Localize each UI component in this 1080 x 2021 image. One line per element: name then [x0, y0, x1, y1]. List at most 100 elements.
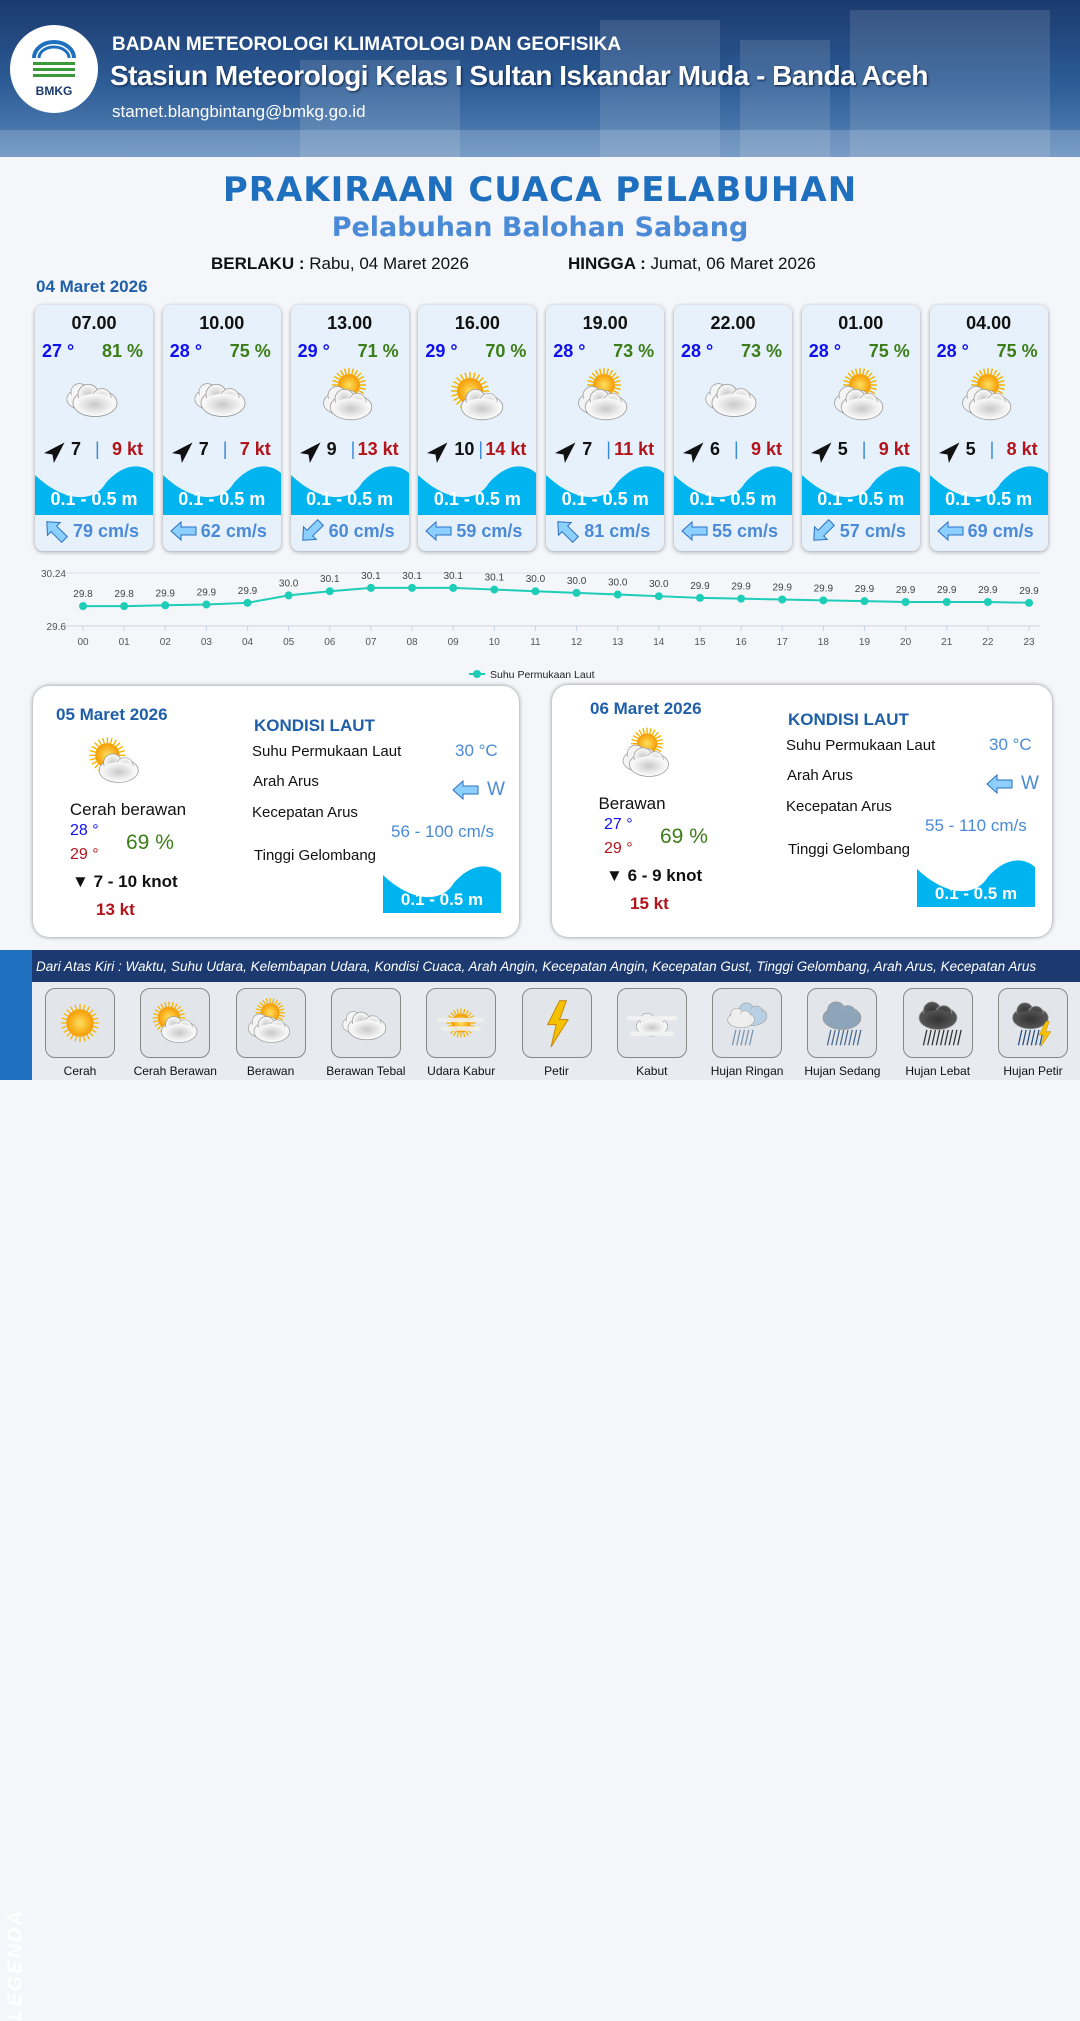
- sst-point[interactable]: [1025, 598, 1033, 607]
- sst-value: 30 °C: [455, 741, 498, 760]
- forecast-time: 22.00: [710, 313, 756, 333]
- data-label: 29.9: [238, 586, 258, 597]
- x-tick-label: 08: [406, 637, 418, 648]
- air-temperature: 28 °: [681, 341, 714, 361]
- legend-label: Hujan Sedang: [804, 1064, 881, 1078]
- x-tick-label: 22: [982, 637, 994, 648]
- sst-point[interactable]: [490, 585, 499, 594]
- current-direction-arrow: [451, 776, 481, 809]
- kabut-weather-icon: [626, 1012, 677, 1037]
- current-speed: 79 cm/s: [73, 521, 140, 541]
- wind-direction: [43, 438, 69, 464]
- wind-direction: [171, 438, 197, 464]
- legend-label: Hujan Ringan: [710, 1064, 784, 1078]
- humidity: 73 %: [740, 341, 782, 361]
- gust-speed: 8 kt: [1006, 439, 1038, 459]
- wave-height: 0.1 - 0.5 m: [178, 489, 266, 509]
- humidity: 81 %: [101, 341, 143, 361]
- day-panel: 05 Maret 2026 Cerah berawan 28 ° 29 ° 69…: [33, 686, 519, 937]
- x-tick-label: 02: [160, 637, 172, 648]
- sst-point[interactable]: [654, 592, 663, 601]
- wave-graphic: [546, 463, 665, 515]
- sst-point[interactable]: [120, 602, 129, 611]
- weather-label: Berawan: [598, 794, 666, 813]
- gust-speed: 11 kt: [614, 439, 655, 459]
- current-direction: [424, 517, 454, 545]
- data-label: 29.9: [978, 585, 998, 596]
- sst-point[interactable]: [942, 597, 951, 606]
- sst-point[interactable]: [901, 597, 910, 606]
- sst-point[interactable]: [161, 601, 170, 610]
- current-direction-label: Arah Arus: [787, 767, 853, 784]
- berawan-weather-icon: [622, 727, 669, 777]
- current-arrow-W-icon: [936, 520, 964, 542]
- sst-point[interactable]: [284, 591, 293, 600]
- gust: 13 kt: [96, 900, 135, 919]
- legend-label: Petir: [544, 1064, 569, 1078]
- station-email[interactable]: stamet.blangbintang@bmkg.go.id: [112, 102, 366, 121]
- current-speed-label: Kecepatan Arus: [786, 798, 892, 815]
- sst-point[interactable]: [243, 598, 252, 607]
- sst-point[interactable]: [737, 594, 746, 603]
- forecast-card: 07.00 27 ° 81 % 7 | 9 kt 0.1 - 0.5 m 79 …: [35, 305, 153, 551]
- udara-kabur-weather-icon: [438, 1008, 485, 1038]
- legend-label[interactable]: Suhu Permukaan Laut: [490, 669, 595, 681]
- sst-point[interactable]: [449, 583, 458, 592]
- legend-hujan-ringan: [712, 988, 783, 1058]
- x-tick-label: 19: [859, 637, 871, 648]
- sst-point[interactable]: [778, 595, 787, 604]
- temp-max: 29 °: [70, 846, 99, 863]
- x-tick-label: 12: [571, 637, 583, 648]
- sst-point[interactable]: [695, 593, 704, 602]
- wind-speed: 7: [71, 439, 82, 459]
- wave-shape: [418, 466, 537, 515]
- sst-point[interactable]: [325, 587, 334, 596]
- wave-shape: [917, 860, 1035, 907]
- wave-shape: [801, 466, 920, 515]
- sst-point[interactable]: [819, 596, 828, 605]
- legend-marker: [473, 670, 481, 678]
- sst-point[interactable]: [983, 597, 992, 606]
- current-arrow-W-icon: [986, 773, 1013, 795]
- sst-point[interactable]: [572, 588, 581, 597]
- sst-value: 30 °C: [989, 735, 1032, 754]
- data-label: 29.9: [896, 585, 916, 596]
- data-label: 30.1: [320, 574, 340, 585]
- sst-point[interactable]: [408, 583, 417, 592]
- humidity: 70 %: [485, 341, 527, 361]
- sst-point[interactable]: [79, 602, 87, 611]
- legend-label: Udara Kabur: [427, 1064, 496, 1078]
- gust-speed: 13 kt: [357, 439, 399, 459]
- sst-point[interactable]: [202, 600, 211, 609]
- sst-point[interactable]: [531, 587, 540, 596]
- data-label: 30.0: [608, 578, 628, 589]
- berawan-tebal-weather-icon: [342, 1011, 387, 1041]
- hujan-sedang-weather-icon: [823, 1001, 862, 1046]
- sst-point[interactable]: [613, 590, 622, 599]
- current-direction-value: W: [487, 779, 505, 800]
- wave-graphic: [418, 463, 537, 515]
- sst-label: Suhu Permukaan Laut: [252, 743, 402, 760]
- air-temperature: 28 °: [553, 341, 586, 361]
- wind-speed: 10: [454, 439, 475, 459]
- x-tick-label: 09: [448, 637, 460, 648]
- forecast-time: 07.00: [71, 313, 117, 333]
- sea-condition-title: KONDISI LAUT: [788, 710, 909, 729]
- valid-to-value: Jumat, 06 Maret 2026: [650, 254, 816, 273]
- current-arrow-NW-icon: [46, 521, 69, 544]
- humidity: 75 %: [996, 341, 1038, 361]
- forecast-card: 22.00 28 ° 73 % 6 | 9 kt 0.1 - 0.5 m 55 …: [674, 305, 792, 551]
- sst-point[interactable]: [860, 597, 869, 606]
- berawan-weather-icon: [247, 998, 290, 1043]
- wind-speed: 7: [198, 439, 209, 459]
- forecast-time: 16.00: [454, 313, 500, 333]
- current-direction-arrow: [985, 770, 1015, 803]
- panel-weather-icon: [615, 725, 681, 785]
- separator: |: [95, 439, 100, 459]
- sst-point[interactable]: [366, 583, 375, 592]
- wind-knots: 6 - 9 knot: [627, 866, 703, 885]
- separator: |: [606, 439, 611, 459]
- current-arrow-SW-icon: [301, 518, 324, 541]
- wave-height: 0.1 - 0.5 m: [945, 489, 1033, 509]
- data-label: 29.9: [814, 583, 834, 594]
